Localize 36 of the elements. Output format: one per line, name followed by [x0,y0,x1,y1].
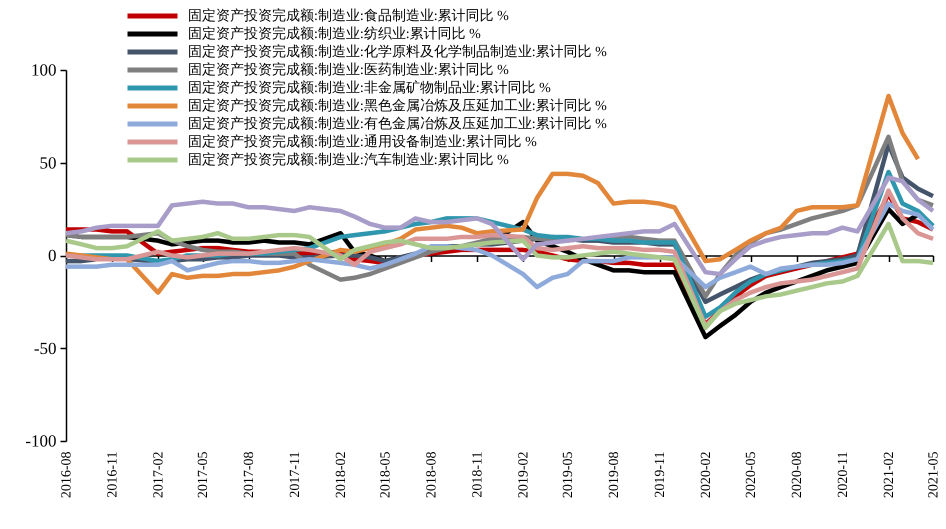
y-tick-label: 0 [48,246,56,265]
y-tick-label: -100 [25,432,56,450]
x-tick-label: 2016-08 [60,452,74,498]
legend-label: 固定资产投资完成额:制造业:食品制造业:累计同比 % [188,8,510,24]
x-tick-label: 2020-08 [790,452,805,498]
legend-label: 固定资产投资完成额:制造业:黑色金属冶炼及压延加工业:累计同比 % [188,98,608,114]
y-tick-label: 100 [31,60,56,80]
x-tick-label: 2019-02 [516,452,532,498]
legend-label: 固定资产投资完成额:制造业:有色金属冶炼及压延加工业:累计同比 % [188,116,608,132]
x-tick-label: 2019-11 [653,452,668,498]
x-tick-label: 2017-05 [196,452,211,498]
x-tick-label: 2021-05 [926,452,942,498]
x-tick-label: 2018-08 [424,452,440,498]
x-tick-label: 2018-02 [334,452,349,498]
x-tick-label: 2021-02 [882,452,897,498]
legend-label: 固定资产投资完成额:制造业:医药制造业:累计同比 % [188,62,510,78]
x-tick-label: 2016-11 [106,452,120,498]
x-tick-label: 2017-08 [242,452,257,498]
line-series [64,175,936,276]
y-tick-label: 50 [40,153,56,172]
x-tick-label: 2020-05 [744,452,759,498]
x-tick-label: 2020-11 [836,452,851,498]
y-tick-label: -50 [34,338,56,358]
x-tick-label: 2018-11 [470,452,486,498]
legend-label: 固定资产投资完成额:制造业:通用设备制造业:累计同比 % [188,134,538,150]
x-tick-label: 2020-02 [699,452,714,498]
x-tick-label: 2017-02 [152,452,166,498]
line-series [64,222,936,330]
x-tick-label: 2018-05 [378,452,394,498]
legend-label: 固定资产投资完成额:制造业:纺织业:累计同比 % [188,26,482,42]
legend-label: 固定资产投资完成额:制造业:汽车制造业:累计同比 % [188,152,510,168]
x-tick-label: 2017-11 [288,452,303,498]
legend-label: 固定资产投资完成额:制造业:非金属矿物制品业:累计同比 % [188,80,552,96]
x-tick-label: 2019-05 [561,452,576,498]
x-tick-label: 2019-08 [607,452,622,498]
legend-label: 固定资产投资完成额:制造业:化学原料及化学制品制造业:累计同比 % [188,44,608,60]
